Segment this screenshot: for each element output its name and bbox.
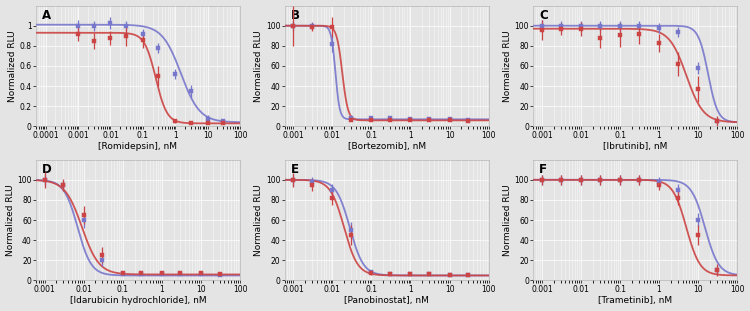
Text: B: B [291,9,300,22]
X-axis label: [Idarubicin hydrochloride], nM: [Idarubicin hydrochloride], nM [70,296,206,305]
Y-axis label: Normalized RLU: Normalized RLU [8,30,17,102]
Text: C: C [539,9,548,22]
X-axis label: [Panobinostat], nM: [Panobinostat], nM [344,296,429,305]
Y-axis label: Normalized RLU: Normalized RLU [503,30,512,102]
Y-axis label: Normalized RLU: Normalized RLU [254,30,263,102]
Y-axis label: Normalized RLU: Normalized RLU [503,184,512,256]
X-axis label: [Trametinib], nM: [Trametinib], nM [598,296,672,305]
X-axis label: [Romidepsin], nM: [Romidepsin], nM [98,142,178,151]
Text: A: A [42,9,51,22]
Text: F: F [539,163,548,176]
X-axis label: [Ibrutinib], nM: [Ibrutinib], nM [603,142,668,151]
X-axis label: [Bortezomib], nM: [Bortezomib], nM [347,142,426,151]
Text: D: D [42,163,52,176]
Y-axis label: Normalized RLU: Normalized RLU [254,184,263,256]
Text: E: E [291,163,298,176]
Y-axis label: Normalized RLU: Normalized RLU [5,184,14,256]
